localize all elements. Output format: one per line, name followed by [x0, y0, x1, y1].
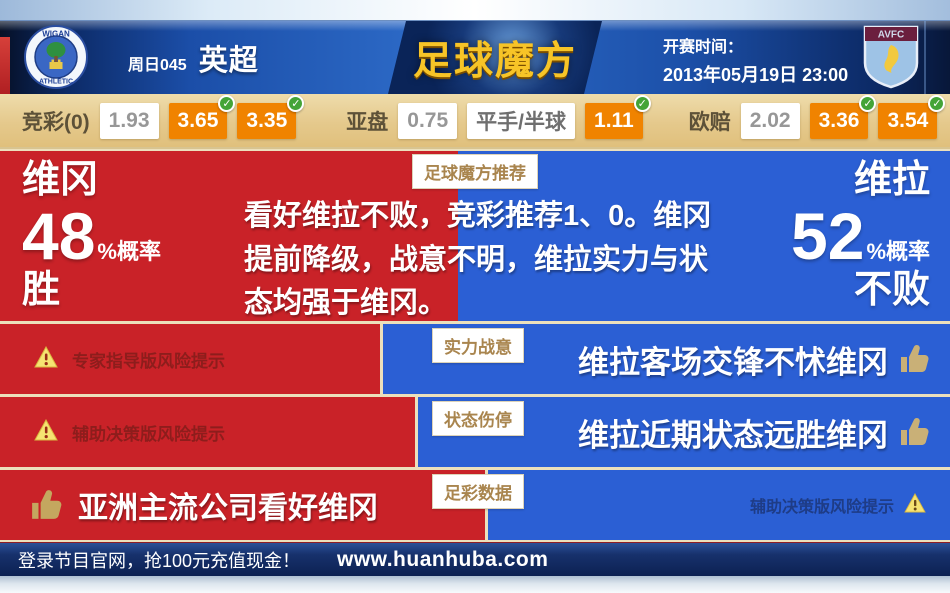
away-panel [458, 151, 950, 321]
odds-ah-handicap-line[interactable]: 平手/半球 [467, 102, 576, 139]
odds-jingcai-home[interactable]: 1.93 [99, 102, 159, 139]
football-cube-logo: 足球魔方 [412, 39, 578, 83]
odds-ah-home-water[interactable]: 0.75 [398, 102, 458, 139]
odds-ah-away-water[interactable]: 1.11 ✓ [585, 94, 651, 139]
warning-icon [34, 345, 58, 373]
svg-text:WIGAN: WIGAN [42, 30, 70, 39]
thumbs-up-icon [28, 488, 66, 522]
match-header: WIGAN ATHLETIC 周日045 英超 足球魔方 开赛时间： 2013年… [0, 21, 950, 94]
risk-text: 专家指导版风险提示 [72, 351, 225, 371]
risk-item: 辅助决策版风险提示 [0, 418, 225, 446]
promo-text: 登录节目官网，抢100元充值现金！ [18, 550, 301, 571]
section-badge-form: 状态伤停 [432, 401, 524, 436]
away-probability-unit: %概率 [866, 238, 930, 264]
odds-group-asian-handicap: 亚盘 0.75 平手/半球 1.11 ✓ [346, 94, 652, 139]
check-icon: ✓ [633, 94, 651, 112]
odds-eu-home[interactable]: 2.02 [740, 102, 800, 139]
home-team-name: 维冈 [22, 159, 99, 201]
odds-value: 3.35 [246, 108, 288, 132]
risk-text: 辅助决策版风险提示 [72, 424, 225, 444]
svg-text:ATHLETIC: ATHLETIC [39, 79, 73, 86]
warning-icon [34, 418, 58, 446]
match-number: 周日045 [128, 56, 187, 74]
odds-value: 3.36 [818, 108, 860, 132]
kickoff-info: 开赛时间： 2013年05月19日 23:00 [663, 33, 848, 87]
window-bottom-edge [0, 576, 950, 593]
analysis-content: 足球魔方推荐 维冈 48 %概率 胜 维拉 52 %概率 不败 看好维拉不败，竞… [0, 149, 950, 542]
away-probability-line: 52 %概率 [791, 203, 930, 269]
show-logo-panel: 足球魔方 [388, 21, 602, 94]
header-red-stripe [0, 37, 10, 94]
warning-icon [904, 492, 926, 518]
recommendation-section: 足球魔方推荐 维冈 48 %概率 胜 维拉 52 %概率 不败 看好维拉不败，竞… [0, 151, 950, 321]
check-icon: ✓ [928, 94, 946, 112]
match-title: 周日045 英超 [128, 37, 259, 79]
section-badge-lottery-data: 足彩数据 [432, 474, 524, 509]
odds-bar: 竞彩(0) 1.93 3.65 ✓ 3.35 ✓ 亚盘 0.75 平手/半球 1… [0, 94, 950, 149]
analysis-row-form: 辅助决策版风险提示 维拉近期状态远胜维冈 状态伤停 [0, 397, 950, 467]
away-probability: 52 [791, 198, 865, 273]
analysis-row-lottery-data: 亚洲主流公司看好维冈 辅助决策版风险提示 足彩数据 [0, 470, 950, 540]
kickoff-time: 2013年05月19日 23:00 [663, 65, 849, 85]
footer-bar: 登录节目官网，抢100元充值现金！ www.huanhuba.com [0, 542, 950, 576]
aston-villa-crest-icon: AVFC [862, 24, 920, 90]
header-divider [924, 21, 926, 94]
league-name: 英超 [198, 44, 259, 77]
away-team-block: 维拉 52 %概率 不败 [791, 159, 930, 312]
odds-label-european: 欧赔 [688, 110, 731, 134]
odds-value: 平手/半球 [476, 110, 567, 134]
svg-text:AVFC: AVFC [878, 30, 904, 41]
odds-group-european: 欧赔 2.02 3.36 ✓ 3.54 ✓ [688, 94, 948, 139]
recommendation-badge: 足球魔方推荐 [412, 154, 538, 189]
window-top-edge [0, 0, 950, 21]
home-headline: 亚洲主流公司看好维冈 [78, 492, 378, 525]
odds-value: 2.02 [749, 108, 791, 132]
away-outcome: 不败 [853, 268, 930, 311]
odds-value: 3.54 [887, 108, 929, 132]
home-headline-panel: 亚洲主流公司看好维冈 [0, 470, 485, 540]
odds-value: 3.65 [177, 108, 219, 132]
thumbs-up-icon [898, 416, 932, 448]
home-risk-panel: 辅助决策版风险提示 [0, 397, 415, 467]
away-team-name: 维拉 [853, 159, 930, 201]
odds-value: 1.93 [108, 108, 150, 132]
home-probability-unit: %概率 [97, 238, 161, 264]
check-icon: ✓ [859, 94, 877, 112]
home-risk-panel: 专家指导版风险提示 [0, 324, 380, 394]
away-risk-panel: 辅助决策版风险提示 [488, 470, 950, 540]
risk-text: 辅助决策版风险提示 [749, 499, 894, 516]
odds-label-asian-handicap: 亚盘 [346, 110, 389, 134]
analysis-row-strength: 专家指导版风险提示 维拉客场交锋不怵维冈 实力战意 [0, 324, 950, 394]
recommendation-text: 看好维拉不败，竞彩推荐1、0。维冈提前降级，战意不明，维拉实力与状态均强于维冈。 [244, 200, 712, 319]
odds-eu-away[interactable]: 3.54 ✓ [878, 94, 946, 139]
section-badge-strength: 实力战意 [432, 328, 524, 363]
odds-jingcai-draw[interactable]: 3.65 ✓ [168, 94, 236, 139]
odds-eu-draw[interactable]: 3.36 ✓ [809, 94, 877, 139]
risk-item: 专家指导版风险提示 [0, 345, 225, 373]
check-icon: ✓ [287, 94, 305, 112]
home-outcome: 胜 [22, 268, 61, 311]
home-probability: 48 [22, 198, 96, 273]
check-icon: ✓ [218, 94, 236, 112]
wigan-athletic-crest-icon: WIGAN ATHLETIC [24, 25, 88, 89]
kickoff-label: 开赛时间： [663, 39, 744, 56]
away-headline: 维拉近期状态远胜维冈 [578, 417, 888, 453]
odds-jingcai-away[interactable]: 3.35 ✓ [237, 94, 305, 139]
odds-group-jingcai: 竞彩(0) 1.93 3.65 ✓ 3.35 ✓ [22, 94, 306, 139]
home-team-block: 维冈 48 %概率 胜 [22, 159, 161, 312]
logo-glow [388, 21, 602, 94]
odds-label-jingcai: 竞彩(0) [22, 110, 90, 134]
website-link[interactable]: www.huanhuba.com [337, 547, 549, 571]
home-probability-line: 48 %概率 [22, 203, 161, 269]
odds-value: 0.75 [407, 108, 449, 132]
thumbs-up-icon [898, 343, 932, 375]
odds-value: 1.11 [594, 108, 634, 132]
home-panel [0, 151, 458, 321]
away-headline: 维拉客场交锋不怵维冈 [578, 344, 888, 380]
